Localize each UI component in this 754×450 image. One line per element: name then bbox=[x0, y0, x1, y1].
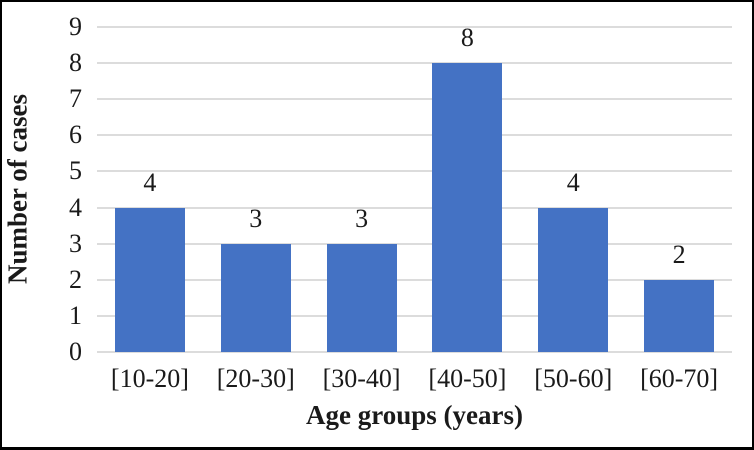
bar-value-label: 4 bbox=[566, 167, 580, 197]
gridline bbox=[97, 242, 732, 245]
bar-value-label: 8 bbox=[460, 23, 474, 53]
x-tick-label: [30-40] bbox=[322, 364, 401, 393]
bar bbox=[114, 207, 185, 352]
x-tick-label: [10-20] bbox=[110, 364, 189, 393]
y-tick-label: 9 bbox=[69, 12, 82, 41]
y-tick-label: 5 bbox=[69, 156, 82, 186]
gridline bbox=[97, 98, 732, 101]
x-tick-label: [50-60] bbox=[534, 364, 613, 393]
y-tick-label: 7 bbox=[69, 84, 82, 114]
bar-value-label: 4 bbox=[143, 167, 157, 197]
bar-value-label: 2 bbox=[672, 239, 686, 269]
plot-area bbox=[97, 26, 732, 353]
y-tick-label: 8 bbox=[69, 48, 82, 78]
bar bbox=[538, 207, 609, 352]
y-tick-label: 0 bbox=[69, 337, 82, 366]
gridline bbox=[97, 26, 732, 28]
x-axis-baseline bbox=[97, 351, 732, 353]
bar-value-label: 3 bbox=[355, 203, 369, 233]
bar bbox=[432, 63, 503, 352]
gridline bbox=[97, 62, 732, 65]
bar bbox=[326, 243, 397, 352]
x-axis-title: Age groups (years) bbox=[306, 400, 523, 430]
y-tick-label: 3 bbox=[69, 228, 82, 258]
x-tick-label: [40-50] bbox=[428, 364, 507, 393]
bar-value-label: 3 bbox=[249, 203, 263, 233]
y-tick-label: 1 bbox=[69, 300, 82, 330]
gridline bbox=[97, 170, 732, 173]
y-tick-label: 4 bbox=[69, 192, 82, 222]
x-tick-label: [60-70] bbox=[640, 364, 719, 393]
gridline bbox=[97, 314, 732, 317]
gridline bbox=[97, 206, 732, 209]
y-tick-label: 6 bbox=[69, 120, 82, 150]
gridline bbox=[97, 278, 732, 281]
gridline bbox=[97, 134, 732, 137]
bar bbox=[220, 243, 291, 352]
y-tick-label: 2 bbox=[69, 264, 82, 294]
bar bbox=[644, 279, 715, 352]
x-tick-label: [20-30] bbox=[216, 364, 295, 393]
